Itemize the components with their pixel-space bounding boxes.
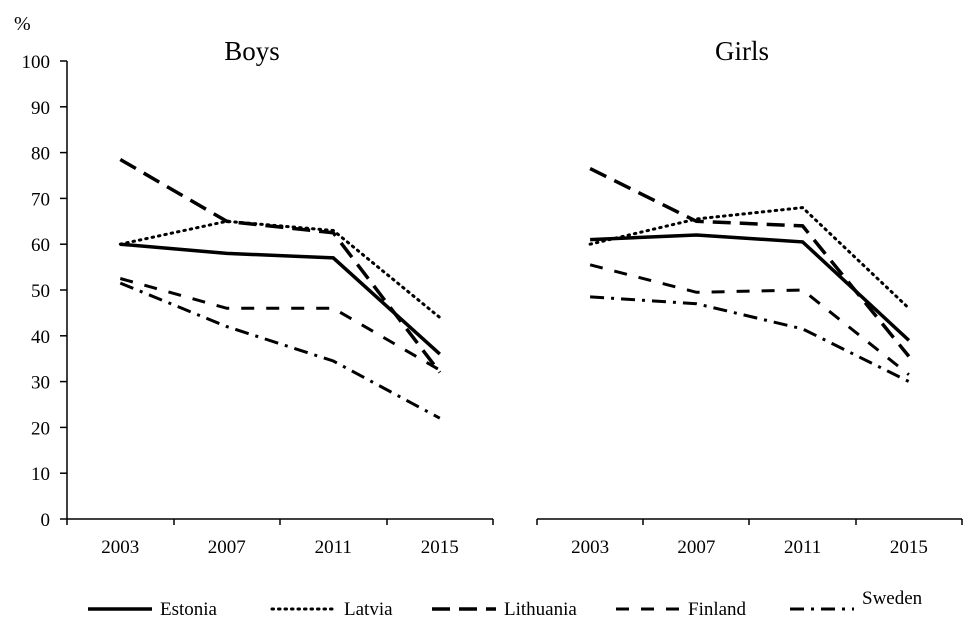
x-tick-label: 2007: [208, 537, 246, 558]
series-line-estonia: [120, 242, 441, 356]
series-line-lithuania: [119, 157, 442, 374]
x-tick-label: 2011: [784, 537, 821, 558]
y-tick-label: 0: [41, 510, 51, 531]
series-line-finland: [119, 277, 441, 372]
y-tick-label: 20: [31, 418, 50, 439]
series-line-latvia: [588, 206, 911, 310]
legend-label: Sweden: [862, 588, 923, 609]
x-tick-label: 2015: [890, 537, 928, 558]
legend-label: Estonia: [160, 599, 218, 619]
series-line-sweden: [119, 281, 441, 420]
y-tick-label: 30: [31, 373, 50, 394]
y-tick-label: 10: [31, 464, 50, 485]
x-tick-label: 2007: [677, 537, 715, 558]
series-line-estonia: [590, 233, 911, 342]
y-tick-label: 70: [31, 189, 50, 210]
x-tick-label: 2003: [101, 537, 139, 558]
panel-title: Boys: [224, 36, 280, 66]
series-line-latvia: [118, 219, 442, 319]
y-tick-label: 90: [31, 98, 50, 119]
y-unit-label: %: [14, 13, 31, 35]
y-tick-label: 40: [31, 327, 50, 348]
series-line-sweden: [590, 295, 910, 383]
panel-title: Girls: [715, 36, 769, 66]
x-tick-label: 2003: [571, 537, 609, 558]
series-line-finland: [589, 263, 910, 376]
x-tick-label: 2015: [421, 537, 459, 558]
y-tick-label: 100: [22, 52, 51, 73]
series-line-lithuania: [589, 167, 911, 358]
y-tick-label: 50: [31, 281, 50, 302]
legend-label: Latvia: [344, 599, 393, 619]
x-tick-label: 2011: [315, 537, 352, 558]
y-tick-label: 60: [31, 235, 50, 256]
legend-label: Lithuania: [504, 599, 577, 619]
y-tick-label: 80: [31, 144, 50, 165]
legend-label: Finland: [688, 599, 747, 619]
